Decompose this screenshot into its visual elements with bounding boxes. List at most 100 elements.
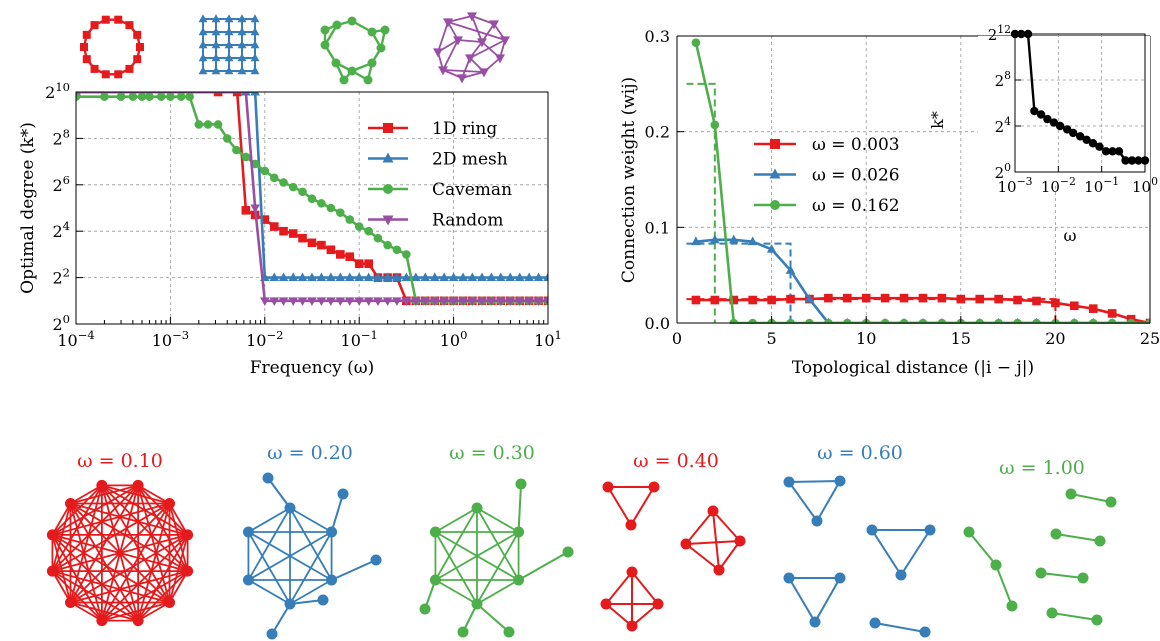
data-point	[335, 272, 346, 282]
data-point	[250, 204, 260, 214]
ring-node	[114, 15, 123, 24]
network-node	[65, 596, 77, 608]
network-4: ω = 0.40	[600, 450, 746, 632]
network-snapshots: ω = 0.10 ω = 0.20 ω = 0.30 ω = 0.40 ω = 0.60…	[46, 442, 1117, 640]
mesh-node	[224, 27, 234, 36]
random-node	[467, 12, 477, 22]
legend: ω = 0.003 ω = 0.026 ω = 0.162	[754, 135, 900, 216]
data-point	[382, 272, 393, 282]
network-node	[652, 598, 664, 610]
data-point	[1068, 128, 1078, 138]
network-edge	[607, 486, 632, 526]
network-node	[783, 572, 795, 584]
data-point	[241, 152, 251, 162]
network-node	[1077, 572, 1089, 584]
network-label: ω = 1.00	[999, 457, 1085, 479]
data-point	[786, 294, 795, 304]
data-point	[1049, 118, 1059, 127]
data-point	[543, 297, 548, 306]
network-1: ω = 0.10	[46, 450, 194, 627]
network-node	[1006, 600, 1018, 612]
network-node	[96, 615, 108, 627]
data-point	[316, 297, 327, 306]
legend-label: Caveman	[432, 180, 512, 200]
network-edge	[718, 540, 741, 571]
network-edge	[816, 480, 841, 522]
network-edge	[434, 507, 478, 533]
data-point	[317, 199, 326, 208]
legend-label: ω = 0.026	[812, 166, 900, 186]
ring-node	[90, 21, 99, 30]
caveman-node	[367, 58, 377, 68]
data-point	[524, 297, 534, 306]
data-point	[307, 194, 317, 204]
x-tick-label: 10	[856, 329, 876, 348]
random-edge	[457, 39, 483, 43]
caveman-node	[331, 58, 341, 68]
network-node	[626, 620, 638, 632]
data-point	[373, 297, 383, 306]
network-node	[869, 617, 881, 629]
network-edge	[101, 503, 171, 622]
data-point	[298, 187, 307, 197]
data-point	[439, 297, 449, 306]
data-point	[1030, 106, 1039, 116]
network-edge	[605, 571, 633, 605]
random-node	[457, 74, 467, 84]
network-edge	[434, 531, 520, 581]
data-point	[710, 295, 720, 305]
y-tick-label: 0.0	[645, 314, 670, 333]
data-point	[297, 297, 308, 306]
y-tick-label: 20	[52, 312, 70, 334]
data-point	[767, 295, 776, 305]
network-edge	[630, 486, 655, 526]
data-point	[1036, 110, 1046, 119]
tick-labels: 10−4 10−3 10−2 10−1 100 101 20 22 24 26 28 210	[45, 80, 562, 350]
x-tick-label: 25	[1140, 329, 1160, 348]
data-point	[194, 120, 204, 129]
network-label: ω = 0.20	[267, 442, 353, 464]
data-point	[477, 272, 487, 282]
network-node	[163, 596, 175, 608]
legend-label: Random	[432, 211, 504, 231]
network-edge	[871, 529, 902, 576]
icon-mesh	[198, 14, 260, 75]
mesh-node	[250, 14, 260, 23]
network-node	[680, 538, 692, 550]
data-point	[429, 297, 440, 306]
network-node	[182, 529, 194, 541]
network-node	[163, 498, 175, 510]
network-edge	[51, 503, 72, 572]
data-point	[956, 294, 966, 304]
network-node	[1065, 488, 1077, 500]
data-point	[824, 293, 833, 303]
data-point	[1107, 309, 1117, 318]
legend-marker	[383, 123, 393, 133]
data-point	[1043, 114, 1052, 124]
network-edge	[685, 540, 741, 545]
caveman-node	[347, 66, 357, 76]
network-6: ω = 1.00	[963, 457, 1117, 626]
panel-optimal-degree: 10−4 10−3 10−2 10−1 100 101 20 22 24 26 28 210 1D r…	[18, 80, 562, 378]
data-point	[279, 226, 288, 236]
network-edge	[434, 531, 478, 605]
network-edge	[52, 534, 188, 572]
data-point	[279, 178, 288, 187]
mesh-node	[250, 53, 260, 62]
x-axis-label: Frequency (ω)	[250, 358, 374, 378]
data-point	[345, 215, 355, 224]
ring-node	[114, 70, 123, 79]
network-edge	[330, 493, 344, 533]
y-tick-label: 0.3	[645, 27, 670, 46]
network-node	[284, 598, 296, 610]
mesh-node	[198, 27, 208, 36]
x-tick-label: 10−1	[341, 328, 378, 350]
legend-marker	[383, 184, 393, 194]
network-node	[648, 481, 660, 493]
ring-node	[82, 55, 91, 64]
series-group	[1010, 29, 1150, 165]
network-node	[602, 481, 614, 493]
data-point	[364, 226, 373, 236]
network-node	[713, 564, 725, 576]
mesh-node	[198, 40, 208, 49]
